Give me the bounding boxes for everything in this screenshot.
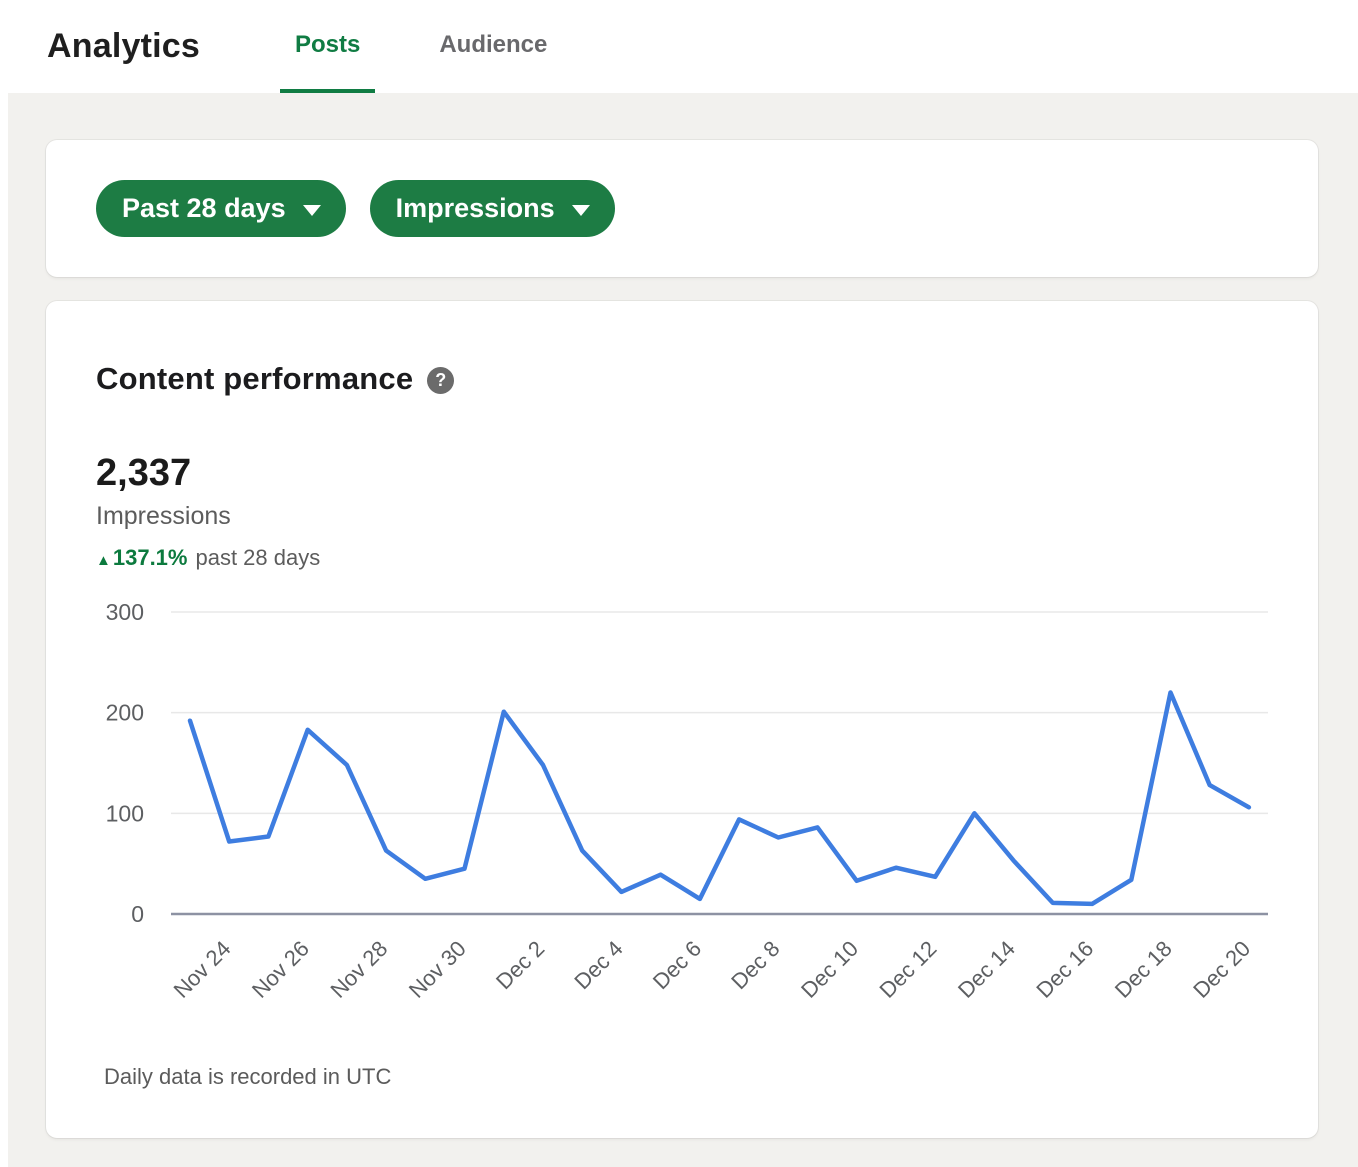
page-title: Analytics <box>47 27 200 65</box>
x-axis-tick: Nov 26 <box>247 936 314 1003</box>
y-axis-tick: 0 <box>131 901 144 927</box>
tab-audience[interactable]: Audience <box>424 0 562 93</box>
metric-button-label: Impressions <box>395 193 555 223</box>
x-axis-tick: Dec 14 <box>953 936 1020 1003</box>
x-axis-tick: Dec 6 <box>648 936 706 994</box>
chevron-down-icon <box>571 204 590 216</box>
chevron-down-icon <box>302 204 321 216</box>
date-range-label: Past 28 days <box>122 193 286 223</box>
delta-value: 137.1% <box>112 545 188 570</box>
tab-bar: Posts Audience <box>279 0 562 93</box>
x-axis-tick: Dec 10 <box>796 936 863 1003</box>
metric-label: Impressions <box>96 502 231 530</box>
page-content: Past 28 days Impressions Content perform… <box>8 93 1358 1167</box>
trend-up-icon: ▲ <box>96 552 111 569</box>
y-axis-tick: 100 <box>106 800 144 826</box>
metric-button[interactable]: Impressions <box>369 180 615 237</box>
delta-suffix: past 28 days <box>195 545 321 570</box>
card-title: Content performance <box>96 361 414 396</box>
delta-badge: ▲ 137.1% past 28 days <box>96 545 1268 574</box>
content-performance-card: Content performance ? 2,337 Impressions … <box>46 301 1318 1138</box>
tab-audience-label: Audience <box>439 30 548 58</box>
y-axis-tick: 200 <box>106 700 144 726</box>
chart-footnote: Daily data is recorded in UTC <box>104 1064 392 1089</box>
content-performance-chart[interactable]: 0 100 200 300 Nov 24 Nov 26 Nov 28 Nov 30 Dec 2 D… <box>96 598 1286 1038</box>
x-axis-tick: Nov 24 <box>169 936 236 1003</box>
total-impressions-value: 2,337 <box>96 452 192 494</box>
filters-card: Past 28 days Impressions <box>46 140 1318 277</box>
x-axis-tick: Nov 30 <box>404 936 471 1003</box>
impressions-line <box>187 690 1252 907</box>
tab-posts[interactable]: Posts <box>279 0 376 93</box>
x-axis-tick: Nov 28 <box>325 936 392 1003</box>
x-axis-tick: Dec 8 <box>726 936 784 994</box>
x-axis-tick: Dec 16 <box>1031 936 1098 1003</box>
app-header: Analytics Posts Audience <box>0 0 1358 93</box>
tab-posts-label: Posts <box>294 30 361 58</box>
y-axis-tick: 300 <box>106 599 144 625</box>
help-icon[interactable]: ? <box>427 367 455 394</box>
date-range-button[interactable]: Past 28 days <box>96 180 346 237</box>
x-axis-tick: Dec 12 <box>875 936 942 1003</box>
x-axis-tick: Dec 20 <box>1188 936 1255 1003</box>
x-axis-tick: Dec 18 <box>1110 936 1177 1003</box>
x-axis-tick: Dec 4 <box>569 936 627 994</box>
x-axis-tick: Dec 2 <box>491 936 549 994</box>
